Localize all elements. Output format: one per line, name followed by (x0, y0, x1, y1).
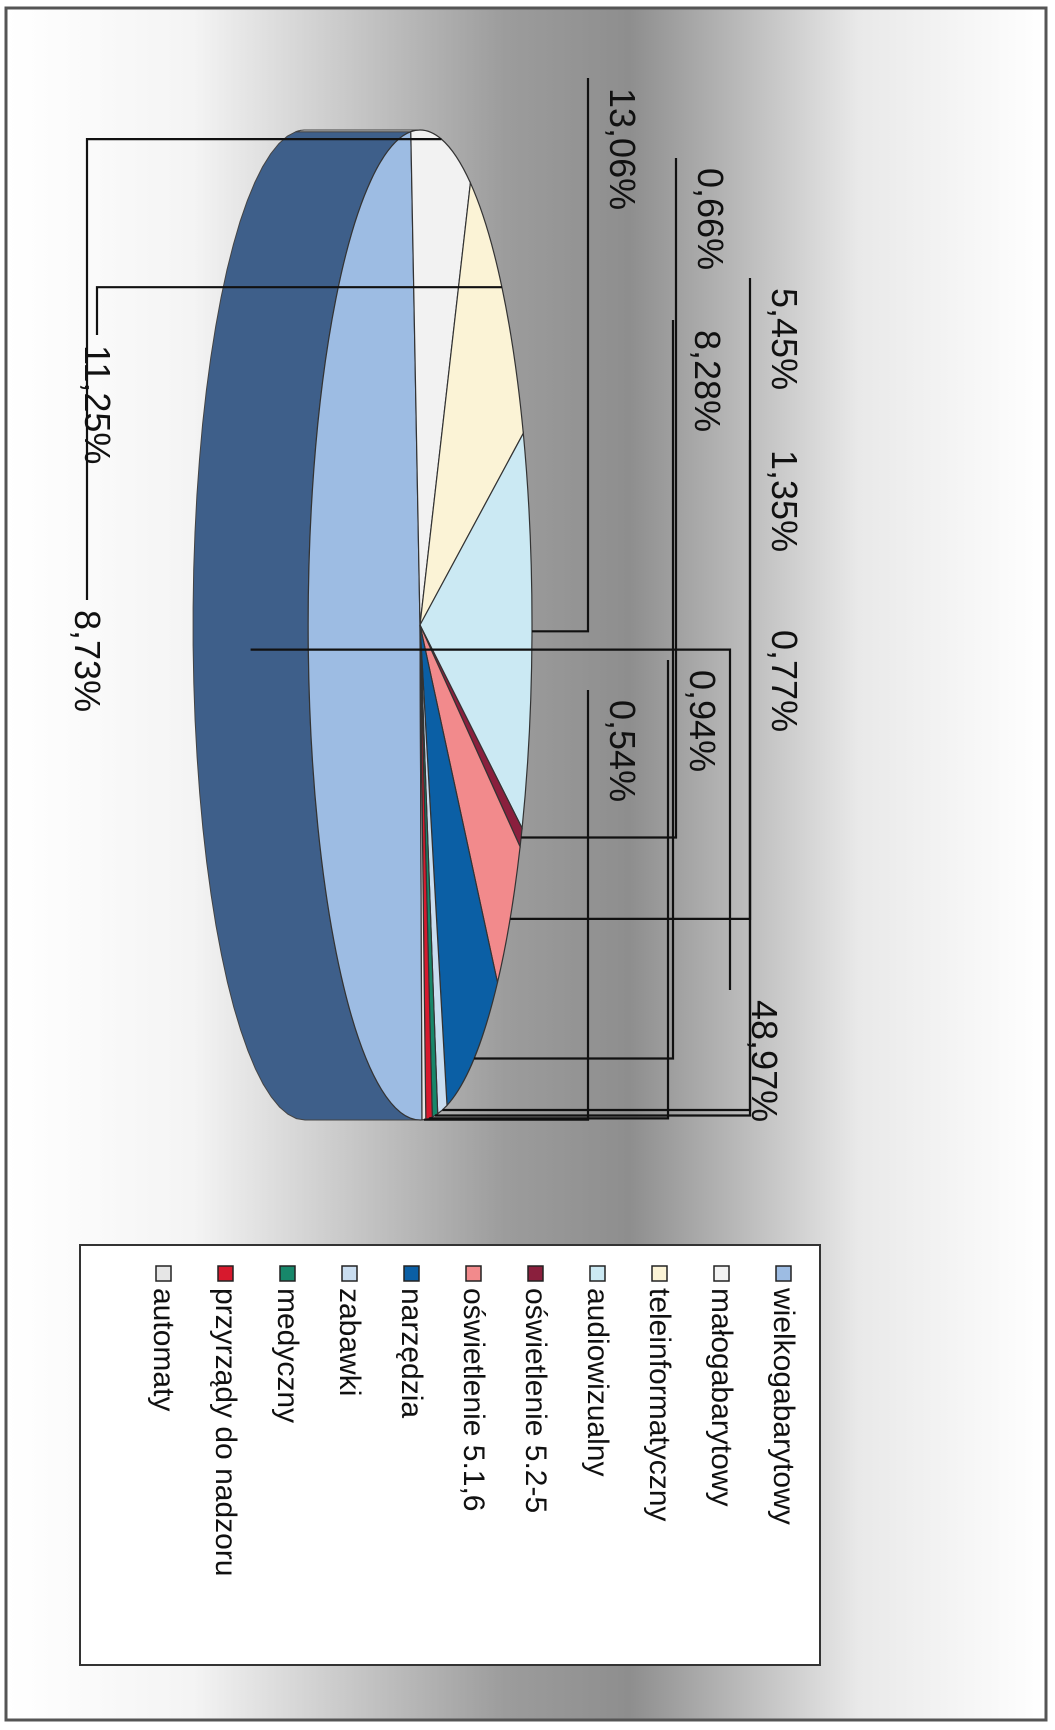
legend-swatch-6 (403, 1265, 420, 1282)
legend-swatch-0 (775, 1265, 792, 1282)
leader-line-2 (95, 286, 502, 335)
legend-swatch-10 (155, 1265, 172, 1282)
leader-line-9 (429, 660, 670, 1120)
legend-label-3: audiowizualny (581, 1288, 614, 1476)
value-label-10: 0,54% (602, 700, 643, 802)
legend-label-1: małogabarytowy (705, 1288, 738, 1506)
legend-swatch-4 (527, 1265, 544, 1282)
legend: wielkogabarytowy małogabarytowy teleinform… (147, 1265, 800, 1577)
value-label-4: 0,66% (690, 168, 731, 270)
value-label-2: 11,25% (77, 345, 118, 464)
value-label-5: 5,45% (764, 288, 805, 390)
value-label-7: 1,35% (764, 450, 805, 552)
leader-line-6 (474, 320, 675, 1060)
legend-label-5: oświetlenie 5.1,6 (457, 1288, 490, 1511)
frame-border (4, 6, 1048, 1722)
value-label-8: 0,77% (764, 630, 805, 732)
value-label-6: 8,28% (687, 330, 728, 432)
legend-box (79, 1244, 821, 1666)
legend-label-8: medyczny (271, 1288, 304, 1423)
legend-label-9: przyrządy do nadzoru (209, 1288, 242, 1577)
pie-side-1 (295, 129, 420, 133)
legend-swatch-9 (217, 1265, 234, 1282)
legend-label-7: zabawki (333, 1288, 366, 1396)
legend-label-10: automaty (147, 1288, 180, 1411)
legend-swatch-7 (341, 1265, 358, 1282)
leader-line-10 (423, 690, 590, 1121)
legend-swatch-8 (279, 1265, 296, 1282)
value-label-0: 48,97% (744, 1000, 785, 1122)
pie-slice-6 (419, 624, 499, 1107)
data-labels: 48,97% 8,73% 11,25% 13,06% 0,66% 5,45% 8,28% 1,… (67, 88, 805, 1122)
pie-slices (307, 129, 533, 1121)
legend-label-0: wielkogabarytowy (767, 1287, 800, 1525)
legend-swatch-5 (465, 1265, 482, 1282)
value-label-1: 8,73% (67, 610, 108, 712)
legend-swatch-2 (651, 1265, 668, 1282)
legend-label-4: oświetlenie 5.2-5 (519, 1288, 552, 1513)
legend-swatch-1 (713, 1265, 730, 1282)
value-label-3: 13,06% (602, 88, 643, 210)
pie-slice-3 (419, 431, 533, 831)
legend-label-6: narzędzia (395, 1288, 428, 1418)
value-label-9: 0,94% (682, 670, 723, 772)
leader-line-8 (435, 620, 752, 1117)
legend-swatch-3 (589, 1265, 606, 1282)
leader-line-0 (250, 648, 732, 990)
legend-label-2: teleinformatyczny (643, 1288, 676, 1521)
leader-line-4 (521, 158, 678, 839)
leader-lines (85, 78, 752, 1121)
leader-line-1 (85, 138, 442, 600)
leader-line-3 (532, 78, 590, 633)
